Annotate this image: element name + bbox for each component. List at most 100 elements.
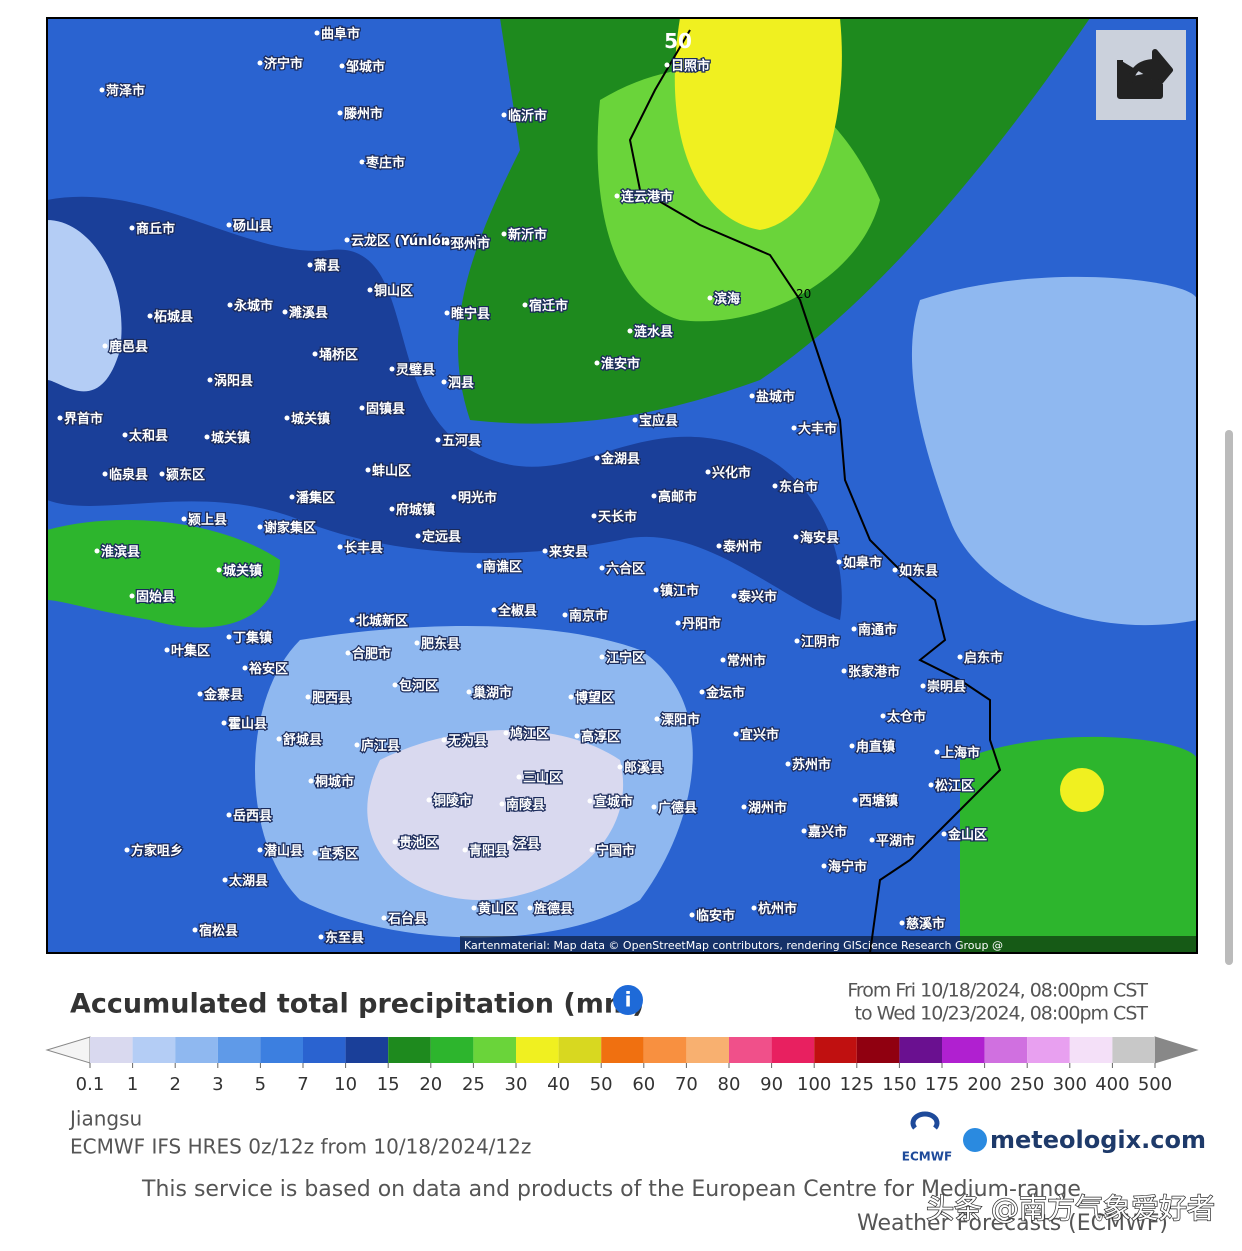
legend-low-arrow: [45, 1036, 91, 1064]
city-label: 淮安市: [600, 356, 640, 372]
map-area: [47, 520, 280, 628]
city-label: 邹城市: [346, 59, 385, 75]
city-dot: [282, 309, 288, 315]
city-label: 铜山区: [373, 283, 413, 299]
legend-swatch: [856, 1037, 900, 1063]
city-dot: [785, 761, 791, 767]
model: ECMWF IFS HRES 0z/12z from 10/18/2024/12…: [70, 1135, 531, 1159]
city-dot: [720, 657, 726, 663]
city-dot: [589, 847, 595, 853]
city-label: 泰州市: [722, 539, 762, 555]
city-dot: [941, 831, 947, 837]
city-label: 湖州市: [748, 800, 787, 816]
city-label: 启东市: [964, 650, 1003, 666]
city-dot: [307, 262, 313, 268]
city-label: 兴化市: [712, 465, 751, 481]
city-dot: [122, 432, 128, 438]
city-dot: [821, 863, 827, 869]
map-area: [367, 730, 624, 900]
city-dot: [242, 665, 248, 671]
city-dot: [928, 782, 934, 788]
city-dot: [471, 905, 477, 911]
city-label: 枣庄市: [365, 155, 405, 171]
city-dot: [466, 689, 472, 695]
city-label: 城关镇: [291, 411, 330, 427]
city-label: 溧阳市: [661, 712, 700, 728]
legend-label: 30: [505, 1074, 528, 1095]
city-dot: [222, 877, 228, 883]
legend-label: 1: [127, 1074, 138, 1095]
legend-label: 400: [1095, 1074, 1129, 1095]
city-dot: [841, 668, 847, 674]
city-label: 东台市: [779, 479, 818, 495]
legend-label: 0.1: [76, 1074, 105, 1095]
legend-label: 100: [797, 1074, 831, 1095]
city-label: 柘城县: [153, 309, 193, 325]
city-label: 盐城市: [756, 389, 795, 405]
city-label: 崇明县: [927, 679, 966, 695]
legend-swatch: [303, 1037, 346, 1063]
city-label: 南通市: [858, 622, 897, 638]
city-label: 天长市: [598, 509, 637, 525]
city-dot: [614, 193, 620, 199]
city-label: 如东县: [899, 563, 938, 579]
city-dot: [354, 742, 360, 748]
legend-swatch: [601, 1037, 644, 1063]
city-label: 潜山县: [264, 843, 303, 859]
city-dot: [852, 797, 858, 803]
city-dot: [314, 30, 320, 36]
city-label: 郎溪县: [624, 760, 663, 776]
info-glyph[interactable]: i: [625, 988, 632, 1012]
city-label: 合肥市: [352, 646, 391, 662]
map-area: [47, 220, 122, 392]
city-dot: [501, 112, 507, 118]
city-dot: [359, 405, 365, 411]
city-dot: [129, 593, 135, 599]
city-dot: [344, 237, 350, 243]
city-dot: [345, 650, 351, 656]
city-dot: [435, 437, 441, 443]
city-dot: [389, 506, 395, 512]
city-dot: [699, 689, 705, 695]
city-label: 临沂市: [508, 108, 547, 124]
city-dot: [562, 612, 568, 618]
city-label: 太湖县: [228, 873, 268, 889]
info-icon[interactable]: [613, 985, 643, 1015]
city-label: 连云港市: [621, 189, 673, 205]
city-dot: [414, 640, 420, 646]
city-label: 海宁市: [828, 859, 867, 875]
brand-logo: [963, 1128, 987, 1152]
city-dot: [587, 798, 593, 804]
legend-label: 2: [169, 1074, 180, 1095]
legend-label: 500: [1138, 1074, 1172, 1095]
city-label: 金坛市: [705, 685, 745, 701]
city-dot: [226, 222, 232, 228]
city-dot: [257, 524, 263, 530]
legend-swatch: [217, 1037, 261, 1063]
city-dot: [751, 905, 757, 911]
city-label: 潘集区: [296, 490, 335, 506]
city-dot: [568, 694, 574, 700]
share-icon[interactable]: [1117, 49, 1173, 99]
city-label: 灵璧县: [396, 362, 435, 378]
city-label: 宝应县: [639, 413, 678, 429]
city-dot: [542, 548, 548, 554]
legend-swatch: [686, 1037, 729, 1063]
legend-label: 50: [590, 1074, 613, 1095]
city-label: 睢宁县: [451, 306, 490, 322]
scrollbar[interactable]: [1225, 430, 1233, 965]
city-label: 滕州市: [344, 106, 383, 122]
legend-swatch: [1112, 1037, 1155, 1063]
city-label: 滨海: [714, 291, 740, 307]
city-dot: [476, 563, 482, 569]
legend-swatch: [984, 1037, 1028, 1063]
city-dot: [591, 513, 597, 519]
city-label: 界首市: [64, 411, 103, 427]
legend-swatch: [516, 1037, 559, 1063]
share-button[interactable]: [1096, 30, 1186, 120]
city-dot: [451, 494, 457, 500]
legend-swatch: [771, 1037, 815, 1063]
legend-label: 90: [760, 1074, 783, 1095]
city-label: 新沂市: [508, 227, 547, 243]
city-label: 肥东县: [421, 636, 460, 652]
